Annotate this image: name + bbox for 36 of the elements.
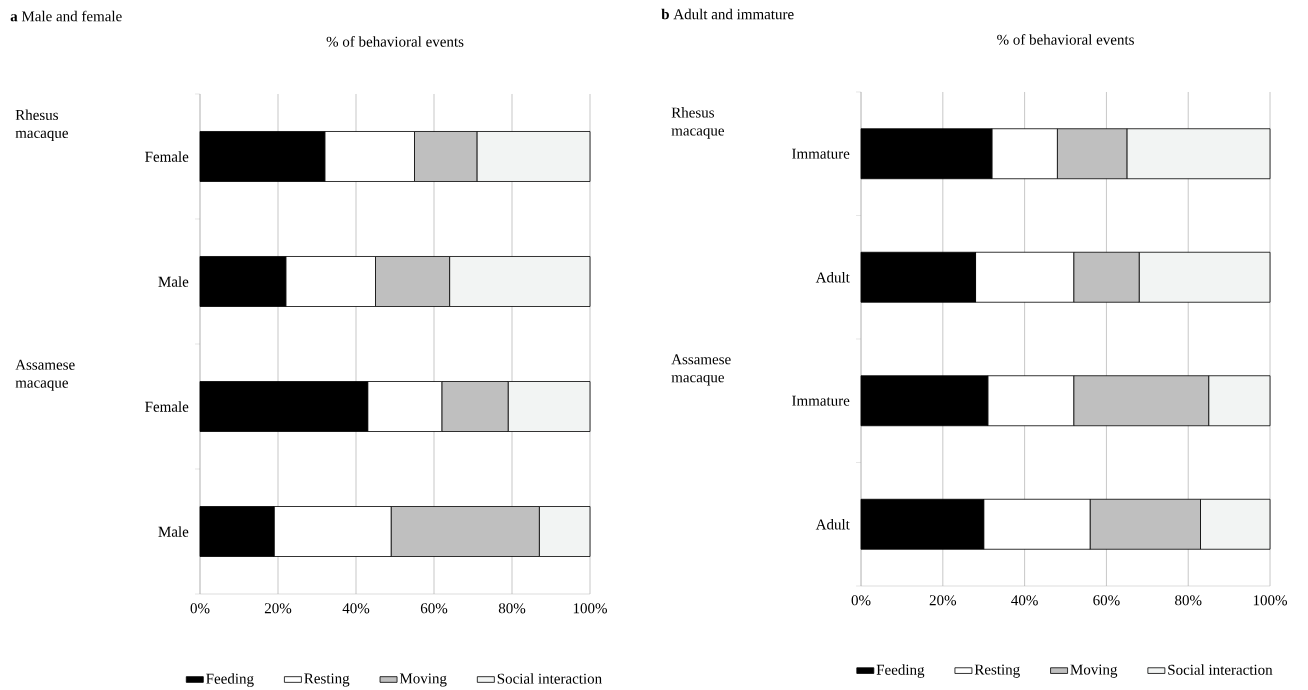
y-tick-label: Female: [145, 151, 189, 162]
x-tick-label: 20%: [929, 595, 957, 606]
y-tick-label: Adult: [815, 271, 850, 283]
text: Assamese macaque: [15, 359, 75, 391]
x-tick-label: 80%: [1175, 595, 1202, 606]
text: a Male and female: [10, 10, 122, 22]
y-tick-label: Immature: [792, 395, 850, 406]
x-tick-label: 80%: [498, 603, 526, 614]
x-tick-label: 0%: [851, 595, 871, 606]
legend-label: Social interaction: [1168, 664, 1273, 675]
x-tick-label: 60%: [1093, 595, 1120, 606]
y-tick-label: Male: [158, 526, 189, 537]
legend-label: Feeding: [876, 664, 925, 678]
y-tick-label: Male: [158, 276, 189, 287]
x-tick-label: 20%: [264, 603, 292, 614]
x-tick-label: 40%: [342, 603, 370, 614]
y-tick-label: Adult: [815, 518, 850, 530]
y-tick-label: Female: [145, 401, 189, 412]
x-axis-title: % of behavioral events: [997, 34, 1134, 45]
legend-label: Resting: [304, 673, 350, 687]
x-tick-label: 100%: [1253, 595, 1288, 606]
text: Rhesus macaque: [15, 109, 68, 142]
legend-label: Moving: [399, 673, 447, 687]
legend-label: Resting: [974, 664, 1020, 678]
legend-label: Moving: [1070, 664, 1118, 678]
text: b Adult and immature: [661, 8, 794, 20]
x-tick-label: 40%: [1011, 595, 1038, 606]
legend-label: Social interaction: [497, 673, 602, 684]
text: Assamese macaque: [671, 354, 731, 386]
x-tick-label: 0%: [190, 603, 210, 614]
x-tick-label: 60%: [420, 603, 448, 614]
text: Rhesus macaque: [671, 107, 725, 139]
legend-label: Feeding: [206, 673, 254, 687]
x-axis-title: % of behavioral events: [326, 36, 464, 47]
y-tick-label: Immature: [792, 148, 850, 159]
x-tick-label: 100%: [573, 603, 607, 614]
